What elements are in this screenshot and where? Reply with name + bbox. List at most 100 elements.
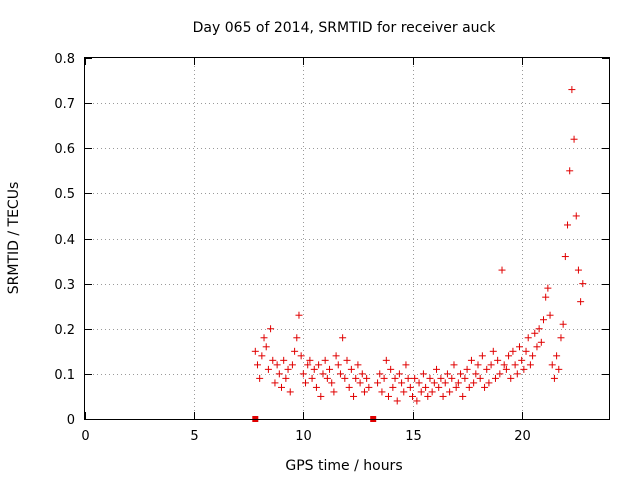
data-point [564, 221, 572, 229]
data-point [478, 352, 486, 360]
data-point [310, 365, 318, 373]
data-point [467, 356, 475, 364]
data-point [350, 392, 358, 400]
data-point [577, 298, 585, 306]
data-point [302, 379, 310, 387]
data-point [352, 374, 360, 382]
y-tick-label: 0.7 [54, 97, 75, 112]
data-point [509, 347, 517, 355]
data-point [489, 347, 497, 355]
data-point [253, 361, 261, 369]
data-point [260, 334, 268, 342]
data-point [284, 365, 292, 373]
data-point [293, 334, 301, 342]
x-tick-label: 5 [190, 429, 198, 444]
data-point [529, 352, 537, 360]
data-point [463, 365, 471, 373]
data-point [391, 374, 399, 382]
data-point [461, 374, 469, 382]
data-point [273, 361, 281, 369]
data-point [295, 311, 303, 319]
data-point [400, 388, 408, 396]
x-tick-label: 15 [405, 429, 422, 444]
data-point [515, 343, 523, 351]
data-point [443, 370, 451, 378]
data-point [354, 361, 362, 369]
data-point [360, 388, 368, 396]
data-point [550, 374, 558, 382]
data-point [267, 325, 275, 333]
data-point [505, 352, 513, 360]
data-point [526, 361, 534, 369]
data-point [522, 347, 530, 355]
data-point [470, 379, 478, 387]
data-point [317, 392, 325, 400]
data-point [332, 352, 340, 360]
x-axis-label: GPS time / hours [285, 458, 402, 474]
data-point [336, 370, 344, 378]
data-point [278, 383, 285, 391]
data-point [487, 361, 495, 369]
data-point [402, 361, 410, 369]
data-point [472, 370, 480, 378]
y-axis-label: SRMTID / TECUs [6, 182, 22, 295]
data-point [496, 370, 504, 378]
data-point [291, 347, 299, 355]
data-point [448, 374, 456, 382]
data-point [258, 352, 266, 360]
data-point [476, 374, 484, 382]
y-tick-label: 0.8 [54, 52, 75, 67]
data-point [378, 388, 386, 396]
data-point [286, 388, 294, 396]
data-points [251, 86, 587, 422]
data-point [481, 383, 489, 391]
data-point [491, 374, 499, 382]
data-point [502, 365, 510, 373]
data-point [387, 365, 395, 373]
data-point [548, 361, 556, 369]
data-point [345, 383, 353, 391]
x-tick-label: 0 [81, 429, 89, 444]
data-point [430, 379, 438, 387]
y-tick-label: 0.5 [54, 187, 75, 202]
data-point [566, 167, 574, 175]
axis-ticks: 0 0.1 0.2 0.3 0.4 0.5 0.6 0.7 0.8 0 5 10 15 20 [54, 52, 609, 444]
x-tick-label: 20 [514, 429, 531, 444]
data-point [275, 370, 283, 378]
data-point [439, 392, 447, 400]
y-tick-label: 0.2 [54, 323, 75, 338]
data-point [389, 383, 397, 391]
data-point [356, 379, 364, 387]
data-point [570, 135, 578, 143]
data-point [513, 370, 521, 378]
data-point [398, 379, 406, 387]
data-point [537, 338, 545, 346]
data-point [498, 266, 506, 274]
data-point [262, 343, 270, 351]
chart-title: Day 065 of 2014, SRMTID for receiver auc… [193, 20, 497, 36]
data-point [441, 379, 449, 387]
x-tick-label: 10 [295, 429, 312, 444]
data-point [520, 365, 528, 373]
data-point [415, 379, 423, 387]
data-point [395, 370, 403, 378]
data-point [411, 374, 419, 382]
data-point [256, 374, 264, 382]
data-point [579, 280, 587, 288]
data-point [282, 374, 290, 382]
data-point [535, 325, 543, 333]
data-point [485, 379, 493, 387]
data-point [380, 374, 388, 382]
data-point [326, 365, 334, 373]
data-point [269, 356, 277, 364]
data-point [365, 383, 373, 391]
data-point [297, 352, 305, 360]
data-point [557, 334, 565, 342]
data-point [288, 361, 296, 369]
data-point [251, 347, 259, 355]
data-point [572, 212, 580, 220]
data-point [452, 383, 460, 391]
data-point [494, 356, 502, 364]
